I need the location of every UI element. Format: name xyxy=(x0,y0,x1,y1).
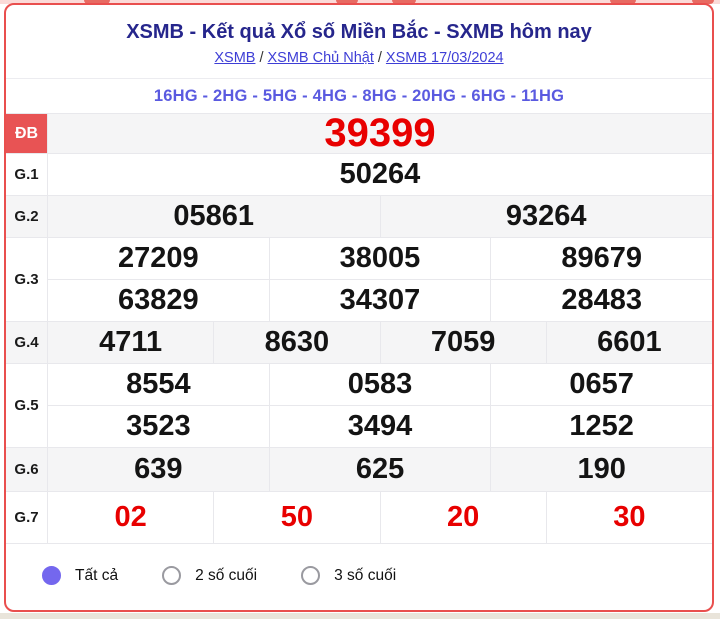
prize-value: 4711 xyxy=(99,326,163,358)
prize-label-g2: G.2 xyxy=(6,196,48,237)
breadcrumb-link-xsmb[interactable]: XSMB xyxy=(214,50,256,66)
row-prize-5: G.5 8554 0583 0657 3523 3494 1252 xyxy=(6,363,712,447)
prize-label-g6: G.6 xyxy=(6,448,48,491)
prize-value: 93264 xyxy=(379,196,713,237)
prize-value: 02 xyxy=(114,501,147,533)
prize-value-db: 39399 xyxy=(324,111,436,155)
row-prize-1: G.1 50264 xyxy=(6,153,712,195)
page-background-footer-strip xyxy=(0,613,720,619)
prize-value: 50 xyxy=(213,492,379,543)
prize-value: 30 xyxy=(545,492,712,543)
prize-value: 50264 xyxy=(339,158,421,190)
row-special-prize: ĐB 39399 xyxy=(6,111,712,155)
prize-value: 6601 xyxy=(545,322,712,363)
row-prize-4: G.4 4711 8630 7059 6601 xyxy=(6,321,712,363)
prize-value: 05861 xyxy=(173,200,255,232)
prize-value: 0583 xyxy=(268,364,491,405)
row-prize-3: G.3 27209 38005 89679 63829 34307 28483 xyxy=(6,237,712,321)
prize-value: 27209 xyxy=(118,242,199,274)
display-mode-filter: Tất cả 2 số cuối 3 số cuối xyxy=(6,543,712,607)
prize-value: 20 xyxy=(379,492,546,543)
prize-label-g5: G.5 xyxy=(6,364,48,447)
breadcrumb-link-xsmb-date[interactable]: XSMB 17/03/2024 xyxy=(385,50,504,66)
prize-value: 190 xyxy=(490,448,712,491)
radio-option-last-2-digits[interactable]: 2 số cuối xyxy=(162,566,257,585)
prize-value: 639 xyxy=(134,453,183,485)
lottery-results-card: XSMB - Kết quả Xổ số Miền Bắc - SXMB hôm… xyxy=(4,3,714,612)
prize-value: 625 xyxy=(268,448,491,491)
prize-value: 3523 xyxy=(126,410,191,442)
radio-option-all[interactable]: Tất cả xyxy=(42,566,118,585)
loto-head-line: 16HG - 2HG - 5HG - 4HG - 8HG - 20HG - 6H… xyxy=(153,86,565,105)
row-prize-2: G.2 05861 93264 xyxy=(6,195,712,237)
breadcrumb-separator: / xyxy=(259,50,264,66)
radio-option-label: Tất cả xyxy=(75,566,119,584)
breadcrumb: XSMB / XSMB Chủ Nhật / XSMB 17/03/2024 xyxy=(6,49,712,67)
radio-button-icon[interactable] xyxy=(301,566,321,585)
prize-value: 0657 xyxy=(490,364,712,405)
radio-button-icon[interactable] xyxy=(162,566,182,585)
breadcrumb-separator: / xyxy=(377,50,382,66)
prize-value: 1252 xyxy=(490,406,712,447)
results-table: ĐB 39399 G.1 50264 G.2 05861 93264 G.3 2… xyxy=(6,111,712,543)
prize-value: 38005 xyxy=(268,238,491,279)
prize-value: 63829 xyxy=(118,284,199,316)
radio-option-label: 2 số cuối xyxy=(195,566,258,584)
prize-label-g3: G.3 xyxy=(6,238,48,321)
prize-value: 7059 xyxy=(379,322,546,363)
row-prize-7: G.7 02 50 20 30 xyxy=(6,491,712,543)
header-divider xyxy=(6,78,712,79)
radio-option-label: 3 số cuối xyxy=(334,566,397,584)
row-prize-6: G.6 639 625 190 xyxy=(6,447,712,491)
prize-value: 3494 xyxy=(268,406,491,447)
prize-label-db: ĐB xyxy=(6,114,48,153)
prize-label-g4: G.4 xyxy=(6,322,48,363)
prize-value: 89679 xyxy=(490,238,712,279)
prize-value: 8630 xyxy=(213,322,379,363)
results-header: XSMB - Kết quả Xổ số Miền Bắc - SXMB hôm… xyxy=(6,5,712,113)
breadcrumb-link-xsmb-chu-nhat[interactable]: XSMB Chủ Nhật xyxy=(267,50,374,66)
page-background-decoration xyxy=(0,0,720,4)
prize-value: 28483 xyxy=(490,280,712,321)
radio-button-icon[interactable] xyxy=(42,566,61,585)
page-title: XSMB - Kết quả Xổ số Miền Bắc - SXMB hôm… xyxy=(126,21,592,43)
prize-value: 8554 xyxy=(126,368,191,400)
prize-label-g7: G.7 xyxy=(6,492,48,543)
prize-label-g1: G.1 xyxy=(6,154,48,195)
prize-value: 34307 xyxy=(268,280,491,321)
radio-option-last-3-digits[interactable]: 3 số cuối xyxy=(301,566,396,585)
